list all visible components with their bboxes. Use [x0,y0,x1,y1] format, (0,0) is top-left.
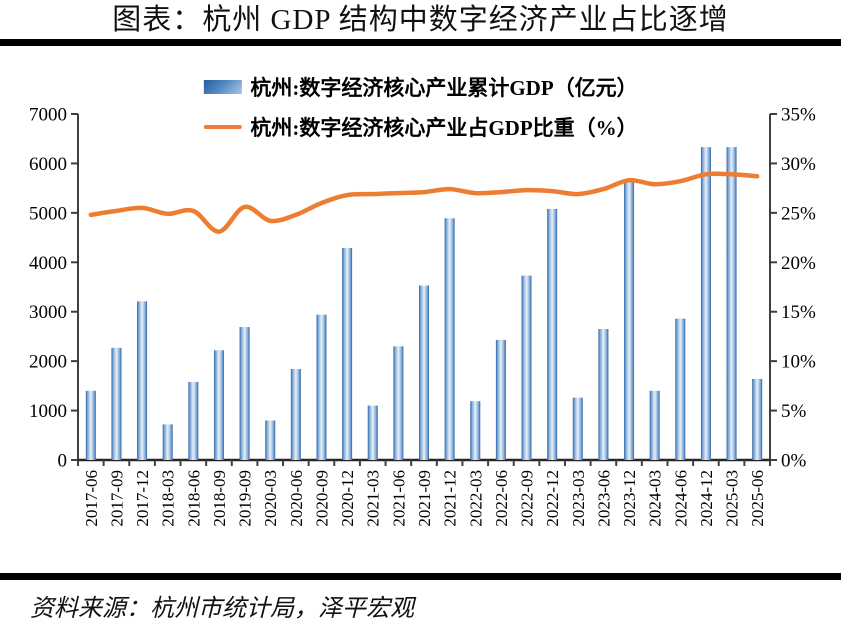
left-axis-label: 3000 [29,302,67,323]
page-title: 图表：杭州 GDP 结构中数字经济产业占比逐增 [112,4,729,36]
gdp-bar [367,405,378,460]
line-series-swatch-icon [203,125,242,129]
gdp-bar [316,314,327,460]
right-axis-label: 35% [781,105,816,126]
footer-divider [0,573,841,580]
left-axis-label: 1000 [29,401,67,422]
x-axis-category-label: 2024-06 [671,470,690,527]
chart-legend: 杭州:数字经济核心产业累计GDP（亿元） 杭州:数字经济核心产业占GDP比重（%… [203,72,638,142]
x-axis-category-label: 2018-03 [159,470,178,527]
x-axis-category-label: 2017-09 [107,470,126,527]
gdp-bar [726,147,737,461]
x-axis-category-label: 2020-09 [312,470,331,527]
legend-item-bar-series: 杭州:数字经济核心产业累计GDP（亿元） [203,72,638,102]
x-axis-category-label: 2022-12 [543,470,562,527]
x-axis-category-label: 2021-09 [415,470,434,527]
x-axis-category-label: 2017-12 [133,470,152,527]
gdp-bar [598,329,609,460]
right-axis-label: 10% [781,352,816,373]
title-divider [0,39,841,46]
gdp-bar [649,390,660,460]
x-axis-category-label: 2022-03 [466,470,485,527]
gdp-bar [419,285,429,460]
x-axis-category-label: 2018-09 [210,470,229,527]
x-axis-category-label: 2024-12 [697,470,716,527]
gdp-bar [495,339,506,460]
x-axis-category-label: 2021-03 [364,470,383,527]
right-axis-label: 25% [781,203,816,224]
chart-area: 杭州:数字经济核心产业累计GDP（亿元） 杭州:数字经济核心产业占GDP比重（%… [0,46,841,573]
gdp-bar [572,397,583,460]
bar-series-swatch-icon [203,80,242,94]
x-axis-category-label: 2018-06 [184,470,203,527]
right-axis-label: 15% [781,302,816,323]
gdp-bar [393,346,404,460]
gdp-bar [521,275,532,460]
source-note: 资料来源：杭州市统计局，泽平宏观 [30,596,414,622]
gdp-bar [188,381,199,460]
line-series-label: 杭州:数字经济核心产业占GDP比重（%） [250,116,638,140]
gdp-bar [624,180,635,460]
left-axis-label: 2000 [29,352,67,373]
right-axis-label: 5% [781,401,807,422]
left-axis-label: 7000 [29,105,67,126]
x-axis-category-label: 2025-03 [723,470,742,527]
gdp-bar [752,378,763,460]
x-axis-category-label: 2021-12 [441,470,460,527]
x-axis-category-label: 2017-06 [82,470,101,527]
gdp-bar [239,327,250,460]
gdp-bar [213,350,224,460]
x-axis-category-label: 2021-06 [389,470,408,527]
gdp-bar [470,401,481,460]
right-axis-label: 0% [781,451,807,472]
gdp-bar [342,247,353,460]
gdp-bar [547,208,558,460]
x-axis-category-label: 2024-03 [646,470,665,527]
x-axis-category-label: 2019-09 [236,470,255,527]
x-axis-category-label: 2022-09 [518,470,537,527]
left-axis-label: 6000 [29,154,67,175]
x-axis-category-label: 2020-03 [261,470,280,527]
gdp-bar [290,369,301,460]
right-axis-label: 30% [781,154,816,175]
gdp-bar [444,218,455,460]
legend-item-line-series: 杭州:数字经济核心产业占GDP比重（%） [203,112,638,142]
gdp-bar [675,318,686,460]
gdp-share-line [88,171,760,234]
x-axis-category-label: 2023-12 [620,470,639,527]
x-axis-category-label: 2022-06 [492,470,511,527]
gdp-bar [700,147,711,461]
combo-chart: 0 1000 2000 3000 4000 5000 6000 7000 0% 5% 10% 15% 2… [29,105,816,527]
gdp-bar [162,424,173,460]
x-axis-category-label: 2020-12 [338,470,357,527]
gdp-bar [85,390,96,460]
bar-series-label: 杭州:数字经济核心产业累计GDP（亿元） [250,76,638,100]
x-axis-category-label: 2023-06 [594,470,613,527]
left-axis-label: 4000 [29,253,67,274]
left-axis-label: 5000 [29,203,67,224]
gdp-bar [111,347,122,460]
right-axis-label: 20% [781,253,816,274]
left-axis-label: 0 [58,451,68,472]
gdp-bar [137,301,148,460]
gdp-bar [265,420,276,460]
x-axis-category-label: 2025-06 [748,470,767,527]
x-axis-category-label: 2023-03 [569,470,588,527]
x-axis-category-label: 2020-06 [287,470,306,527]
